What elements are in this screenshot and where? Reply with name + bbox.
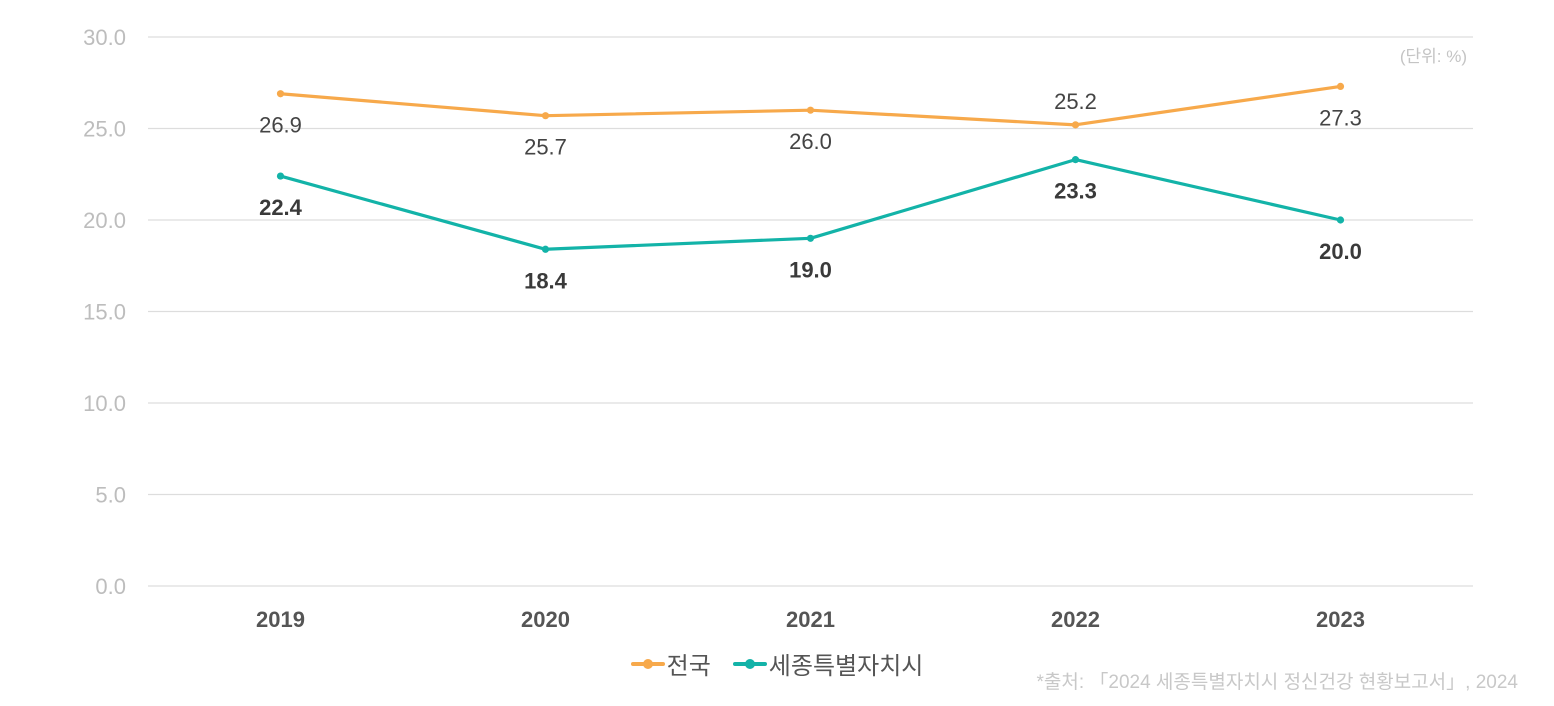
data-label: 20.0	[1319, 239, 1362, 264]
y-tick-label: 25.0	[83, 117, 126, 142]
y-tick-label: 30.0	[83, 25, 126, 50]
x-axis: 2019 2020 2021 2022 2023	[256, 607, 1365, 632]
y-tick-label: 5.0	[95, 483, 126, 508]
data-label: 23.3	[1054, 179, 1097, 204]
data-label: 26.0	[789, 129, 832, 154]
legend-swatch-sejong-icon	[732, 658, 767, 669]
legend-item-sejong[interactable]: 세종특별자치시	[732, 646, 924, 681]
data-point	[806, 106, 815, 114]
data-point	[1071, 156, 1080, 164]
legend: 전국 세종특별자치시	[0, 646, 1554, 681]
data-point	[1336, 82, 1345, 91]
unit-note: (단위: %)	[1399, 47, 1467, 66]
data-point	[1071, 121, 1080, 129]
data-labels: 26.9 25.7 26.0 25.2 27.3 22.4 18.4 19.0 23.3 20.0	[259, 89, 1362, 293]
y-tick-label: 10.0	[83, 391, 126, 416]
legend-label-sejong: 세종특별자치시	[768, 653, 924, 680]
y-tick-label: 20.0	[83, 208, 126, 233]
data-label: 25.2	[1054, 89, 1097, 114]
x-tick-label: 2022	[1051, 607, 1100, 632]
data-point	[806, 234, 815, 242]
data-point	[276, 172, 285, 180]
data-label: 19.0	[789, 257, 832, 282]
y-tick-label: 15.0	[83, 300, 126, 325]
y-tick-label: 0.0	[95, 574, 126, 599]
legend-swatch-national-icon	[630, 658, 665, 669]
data-label: 18.4	[524, 268, 568, 293]
legend-label-national: 전국	[666, 653, 711, 680]
x-tick-label: 2023	[1316, 607, 1365, 632]
series	[276, 82, 1345, 253]
x-tick-label: 2020	[521, 607, 570, 632]
data-point	[541, 245, 550, 253]
data-label: 22.4	[259, 195, 303, 220]
data-point	[541, 112, 550, 120]
series-line-0	[278, 84, 1343, 127]
x-tick-label: 2019	[256, 607, 305, 632]
grid-lines	[148, 36, 1473, 587]
y-axis: 0.0 5.0 10.0 15.0 20.0 25.0 30.0	[83, 25, 126, 599]
source-note: *출처: 「2024 세종특별자치시 정신건강 현황보고서」, 2024	[1036, 672, 1518, 693]
legend-item-national[interactable]: 전국	[630, 646, 711, 681]
data-label: 27.3	[1319, 105, 1362, 130]
data-point	[276, 90, 285, 98]
data-label: 26.9	[259, 113, 302, 138]
data-point	[1336, 216, 1345, 224]
data-label: 25.7	[524, 135, 567, 160]
x-tick-label: 2021	[786, 607, 835, 632]
